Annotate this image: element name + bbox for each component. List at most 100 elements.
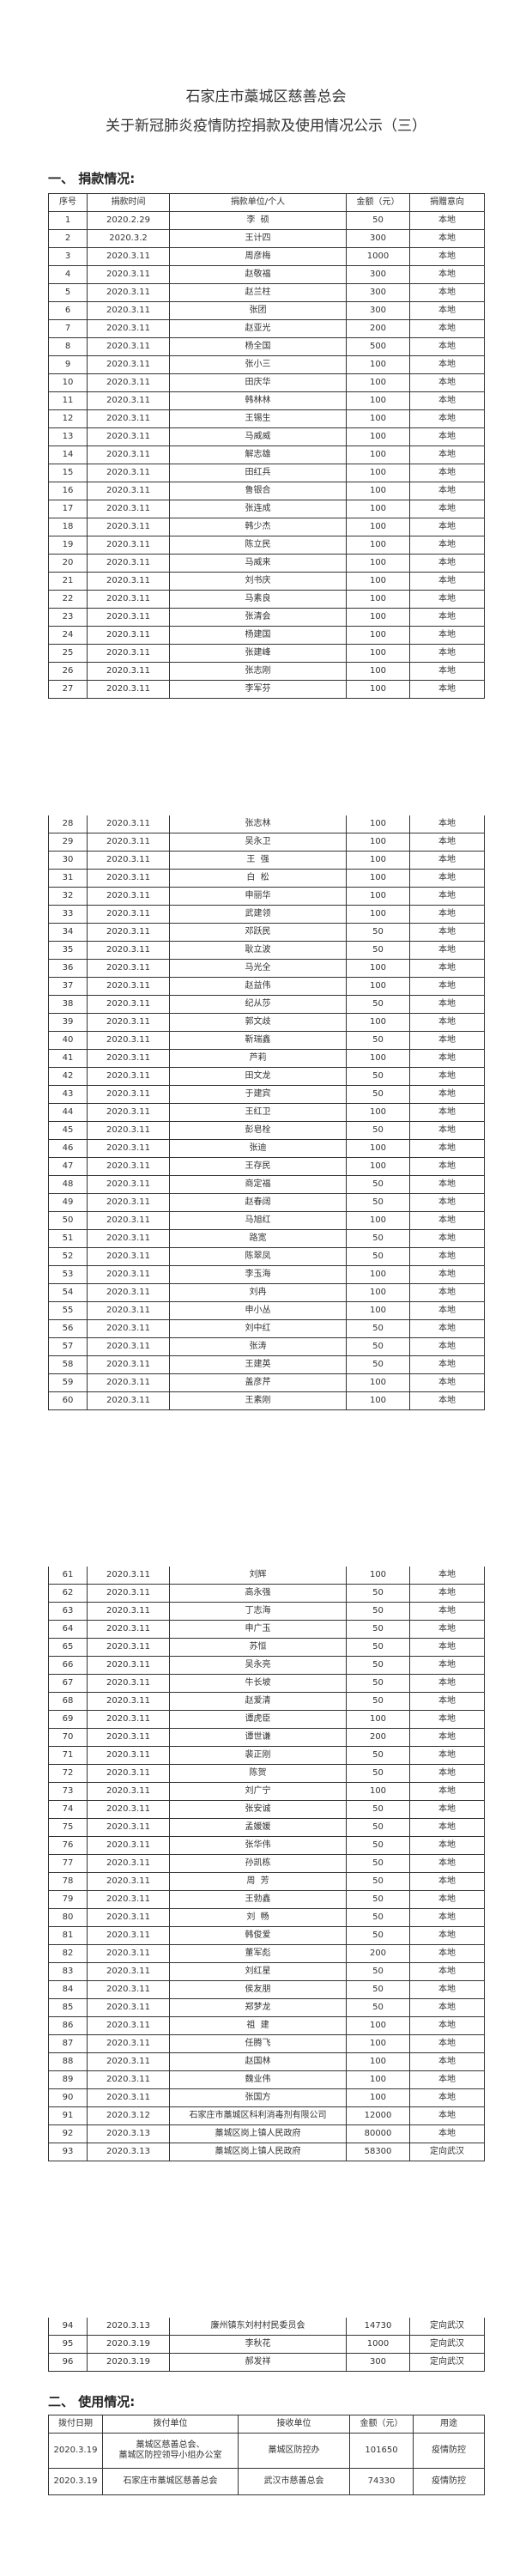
cell-no: 67 [48, 1674, 88, 1693]
cell-donor: 邓跃民 [169, 923, 347, 942]
cell-amount: 100 [346, 959, 410, 978]
donation-row: 35 2020.3.11 耿立波 50 本地 [48, 941, 485, 960]
cell-amount: 100 [346, 2070, 410, 2089]
cell-intent: 本地 [409, 265, 485, 284]
cell-intent: 本地 [409, 536, 485, 555]
cell-donor: 马威威 [169, 427, 347, 446]
cell-intent: 本地 [409, 1175, 485, 1194]
cell-no: 27 [48, 680, 88, 699]
cell-donor: 吴永亮 [169, 1656, 347, 1675]
cell-no: 9 [48, 355, 88, 374]
cell-amount: 100 [346, 1103, 410, 1122]
cell-no: 64 [48, 1620, 88, 1639]
cell-no: 31 [48, 869, 88, 888]
cell-receiver: 藁城区防控办 [238, 2433, 350, 2469]
cell-date: 2020.3.11 [87, 265, 170, 284]
donation-row: 8 2020.3.11 杨全国 500 本地 [48, 337, 485, 356]
donation-row: 50 2020.3.11 马旭红 100 本地 [48, 1211, 485, 1230]
cell-no: 86 [48, 2016, 88, 2035]
donation-row: 22 2020.3.11 马素良 100 本地 [48, 590, 485, 609]
cell-donor: 周 芳 [169, 1872, 347, 1891]
donation-row: 55 2020.3.11 申小丛 100 本地 [48, 1301, 485, 1320]
cell-date: 2020.3.11 [87, 1602, 170, 1621]
donation-row: 53 2020.3.11 李玉海 100 本地 [48, 1265, 485, 1284]
cell-intent: 本地 [409, 1157, 485, 1176]
donation-row: 37 2020.3.11 赵益伟 100 本地 [48, 977, 485, 996]
cell-no: 30 [48, 851, 88, 870]
cell-date: 2020.3.11 [87, 1319, 170, 1338]
cell-amount: 50 [346, 1121, 410, 1140]
cell-intent: 定向武汉 [409, 2318, 485, 2336]
donation-row: 70 2020.3.11 谭世谦 200 本地 [48, 1728, 485, 1747]
cell-no: 48 [48, 1175, 88, 1194]
header-donor: 捐款单位/个人 [169, 193, 347, 212]
cell-intent: 本地 [409, 1247, 485, 1266]
cell-intent: 本地 [409, 1229, 485, 1248]
cell-donor: 彭皂栓 [169, 1121, 347, 1140]
cell-no: 33 [48, 905, 88, 924]
cell-amount: 100 [346, 1391, 410, 1410]
cell-date: 2020.3.11 [87, 1818, 170, 1837]
cell-donor: 张华伟 [169, 1836, 347, 1855]
cell-purpose: 疫情防控 [413, 2468, 485, 2495]
donation-row: 61 2020.3.11 刘辉 100 本地 [48, 1567, 485, 1585]
cell-intent: 本地 [409, 815, 485, 833]
donation-row: 45 2020.3.11 彭皂栓 50 本地 [48, 1121, 485, 1140]
cell-amount: 100 [346, 1013, 410, 1032]
donation-row: 91 2020.3.12 石家庄市藁城区科利消毒剂有限公司 12000 本地 [48, 2106, 485, 2125]
cell-date: 2020.3.11 [87, 887, 170, 906]
cell-amount: 100 [346, 887, 410, 906]
cell-donor: 刘辉 [169, 1567, 347, 1585]
cell-date: 2020.3.13 [87, 2143, 170, 2161]
cell-date: 2020.3.11 [87, 1085, 170, 1104]
cell-amount: 50 [346, 211, 410, 230]
cell-no: 39 [48, 1013, 88, 1032]
donation-row: 31 2020.3.11 白 松 100 本地 [48, 869, 485, 888]
donation-row: 25 2020.3.11 张建峰 100 本地 [48, 644, 485, 663]
usage-header-row: 拨付日期 拨付单位 接收单位 金额（元） 用途 [48, 2415, 485, 2434]
cell-date: 2020.3.11 [87, 301, 170, 320]
cell-date: 2020.3.11 [87, 1674, 170, 1693]
donation-row: 40 2020.3.11 靳瑞鑫 50 本地 [48, 1031, 485, 1050]
cell-donor: 马旭红 [169, 1211, 347, 1230]
donation-row: 49 2020.3.11 赵春阔 50 本地 [48, 1193, 485, 1212]
donation-row: 5 2020.3.11 赵兰柱 300 本地 [48, 283, 485, 302]
cell-no: 74 [48, 1800, 88, 1819]
cell-no: 38 [48, 995, 88, 1014]
cell-no: 14 [48, 445, 88, 464]
cell-amount: 100 [346, 1157, 410, 1176]
cell-no: 90 [48, 2088, 88, 2107]
cell-intent: 本地 [409, 211, 485, 230]
cell-intent: 本地 [409, 1872, 485, 1891]
donation-row: 59 2020.3.11 盖彦芹 100 本地 [48, 1373, 485, 1392]
cell-intent: 本地 [409, 1391, 485, 1410]
cell-date: 2020.3.11 [87, 1031, 170, 1050]
cell-intent: 本地 [409, 1283, 485, 1302]
cell-donor: 刘红星 [169, 1962, 347, 1981]
cell-no: 18 [48, 518, 88, 536]
cell-intent: 本地 [409, 1620, 485, 1639]
cell-amount: 50 [346, 1674, 410, 1693]
donation-row: 64 2020.3.11 申广玉 50 本地 [48, 1620, 485, 1639]
cell-intent: 本地 [409, 464, 485, 482]
cell-date: 2020.3.11 [87, 1782, 170, 1801]
cell-date: 2020.3.11 [87, 554, 170, 573]
cell-donor: 张志林 [169, 815, 347, 833]
cell-no: 2 [48, 229, 88, 248]
cell-amount: 100 [346, 590, 410, 609]
cell-amount: 50 [346, 1836, 410, 1855]
cell-amount: 58300 [346, 2143, 410, 2161]
donation-row: 62 2020.3.11 高永强 50 本地 [48, 1584, 485, 1603]
cell-donor: 盖彦芹 [169, 1373, 347, 1392]
cell-donor: 耿立波 [169, 941, 347, 960]
cell-amount: 200 [346, 1728, 410, 1747]
cell-donor: 赵兰柱 [169, 283, 347, 302]
cell-donor: 陈翠凤 [169, 1247, 347, 1266]
cell-date: 2020.3.11 [87, 905, 170, 924]
cell-no: 1 [48, 211, 88, 230]
cell-intent: 本地 [409, 995, 485, 1014]
cell-amount: 300 [346, 229, 410, 248]
cell-amount: 100 [346, 427, 410, 446]
cell-date: 2020.3.11 [87, 1962, 170, 1981]
cell-amount: 100 [346, 977, 410, 996]
